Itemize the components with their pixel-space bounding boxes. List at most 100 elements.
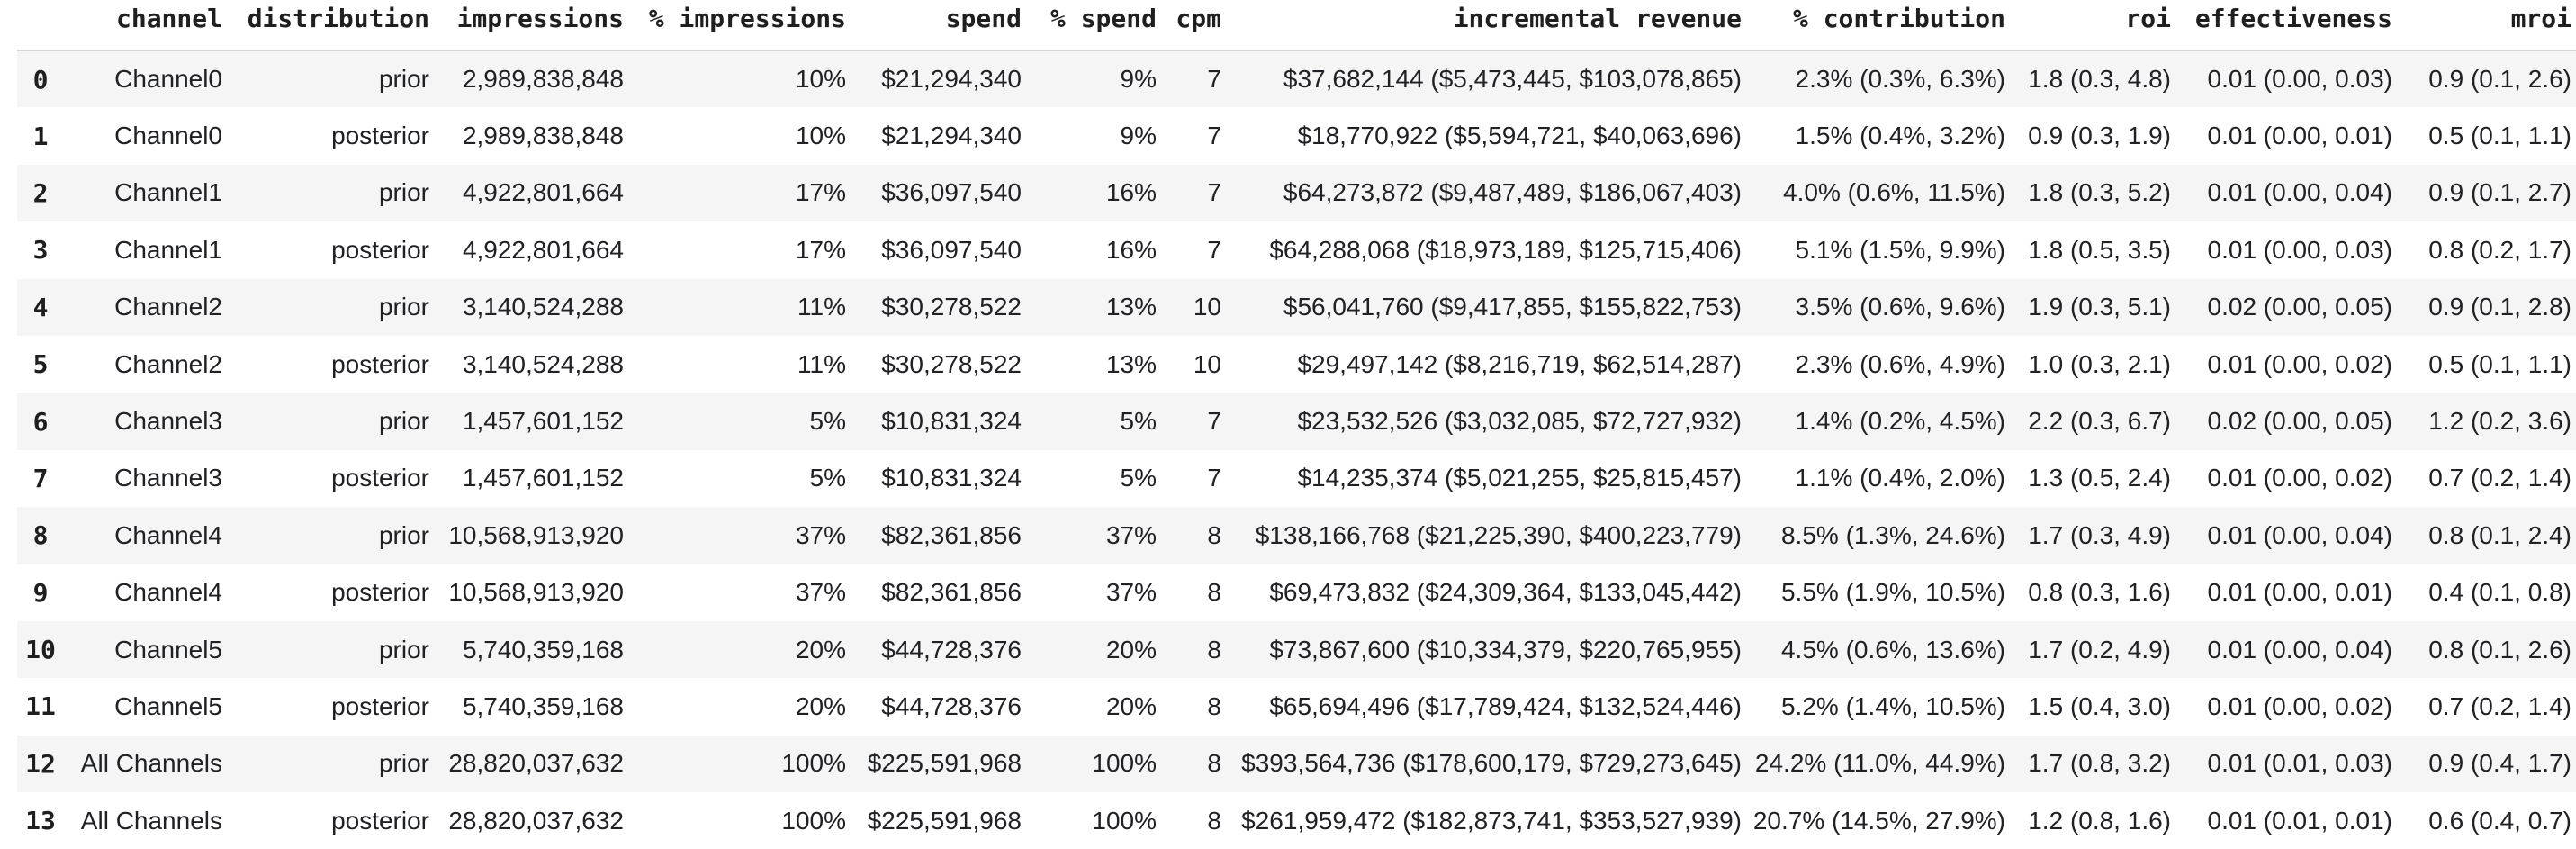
cell-pct-impressions: 17%: [795, 178, 846, 207]
cell-roi: 0.8 (0.3, 1.6): [2028, 578, 2171, 607]
column-header-distribution: distribution: [222, 0, 429, 51]
cell-pct-contribution: 1.5% (0.4%, 3.2%): [1795, 122, 2005, 150]
cell-channel: Channel4: [114, 578, 222, 607]
cell-pct-contribution: 1.1% (0.4%, 2.0%): [1795, 464, 2005, 492]
cell-impressions: 1,457,601,152: [462, 407, 624, 436]
cell-spend: $82,361,856: [881, 520, 1022, 549]
cell-spend: $44,728,376: [881, 635, 1022, 664]
cell-impressions: 1,457,601,152: [462, 464, 624, 492]
cell-channel: Channel0: [114, 122, 222, 150]
cell-effectiveness: 0.01 (0.00, 0.02): [2207, 691, 2392, 720]
column-header-channel: channel: [64, 0, 222, 51]
table-row: 12 All Channels prior 28,820,037,632 100…: [17, 735, 2576, 793]
row-index: 1: [32, 121, 49, 151]
cell-spend: $44,728,376: [881, 691, 1022, 720]
cell-effectiveness: 0.02 (0.00, 0.05): [2207, 407, 2392, 436]
cell-spend: $21,294,340: [881, 65, 1022, 94]
cell-effectiveness: 0.01 (0.00, 0.03): [2207, 235, 2392, 264]
cell-channel: All Channels: [80, 749, 222, 778]
cell-pct-contribution: 2.3% (0.6%, 4.9%): [1795, 349, 2005, 378]
cell-incremental-revenue: $14,235,374 ($5,021,255, $25,815,457): [1297, 464, 1742, 492]
table-row: 2 Channel1 prior 4,922,801,664 17% $36,0…: [17, 164, 2576, 222]
cell-pct-spend: 37%: [1105, 520, 1157, 549]
cell-pct-contribution: 4.5% (0.6%, 13.6%): [1780, 635, 2005, 664]
row-index: 4: [32, 292, 49, 322]
cell-effectiveness: 0.02 (0.00, 0.05): [2207, 293, 2392, 321]
cell-cpm: 8: [1207, 691, 1221, 720]
cell-impressions: 5,740,359,168: [462, 691, 624, 720]
cell-spend: $21,294,340: [881, 122, 1022, 150]
cell-effectiveness: 0.01 (0.00, 0.04): [2207, 520, 2392, 549]
cell-cpm: 7: [1207, 407, 1221, 436]
table-row: 0 Channel0 prior 2,989,838,848 10% $21,2…: [17, 50, 2576, 108]
cell-roi: 1.8 (0.3, 4.8): [2028, 65, 2171, 94]
cell-pct-contribution: 5.2% (1.4%, 10.5%): [1780, 691, 2005, 720]
table-row: 1 Channel0 posterior 2,989,838,848 10% $…: [17, 107, 2576, 164]
cell-pct-impressions: 20%: [795, 691, 846, 720]
table-row: 11 Channel5 posterior 5,740,359,168 20% …: [17, 678, 2576, 735]
cell-cpm: 10: [1193, 293, 1221, 321]
cell-cpm: 8: [1207, 578, 1221, 607]
row-index: 6: [32, 406, 49, 437]
cell-mroi: 0.5 (0.1, 1.1): [2428, 122, 2571, 150]
cell-effectiveness: 0.01 (0.00, 0.01): [2207, 122, 2392, 150]
cell-roi: 1.2 (0.8, 1.6): [2028, 806, 2171, 835]
row-index: 3: [32, 235, 49, 266]
cell-roi: 1.7 (0.3, 4.9): [2028, 520, 2171, 549]
cell-roi: 1.8 (0.3, 5.2): [2028, 178, 2171, 207]
cell-pct-impressions: 5%: [809, 464, 846, 492]
cell-pct-contribution: 8.5% (1.3%, 24.6%): [1780, 520, 2005, 549]
cell-pct-spend: 5%: [1120, 464, 1157, 492]
cell-distribution: posterior: [331, 235, 429, 264]
cell-impressions: 10,568,913,920: [448, 520, 624, 549]
cell-roi: 1.7 (0.8, 3.2): [2028, 749, 2171, 778]
cell-incremental-revenue: $138,166,768 ($21,225,390, $400,223,779): [1255, 520, 1742, 549]
cell-spend: $82,361,856: [881, 578, 1022, 607]
cell-pct-impressions: 5%: [809, 407, 846, 436]
cell-pct-contribution: 3.5% (0.6%, 9.6%): [1795, 293, 2005, 321]
cell-channel: Channel2: [114, 349, 222, 378]
row-index: 12: [25, 748, 56, 779]
cell-incremental-revenue: $69,473,832 ($24,309,364, $133,045,442): [1269, 578, 1742, 607]
cell-channel: All Channels: [80, 806, 222, 835]
cell-effectiveness: 0.01 (0.00, 0.04): [2207, 635, 2392, 664]
cell-mroi: 0.8 (0.1, 2.4): [2428, 520, 2571, 549]
table-row: 3 Channel1 posterior 4,922,801,664 17% $…: [17, 221, 2576, 278]
cell-distribution: posterior: [331, 806, 429, 835]
cell-incremental-revenue: $65,694,496 ($17,789,424, $132,524,446): [1269, 691, 1742, 720]
cell-roi: 0.9 (0.3, 1.9): [2028, 122, 2171, 150]
cell-distribution: posterior: [331, 464, 429, 492]
cell-distribution: prior: [378, 178, 429, 207]
cell-spend: $10,831,324: [881, 464, 1022, 492]
cell-distribution: posterior: [331, 578, 429, 607]
cell-mroi: 0.8 (0.1, 2.6): [2428, 635, 2571, 664]
cell-cpm: 8: [1207, 520, 1221, 549]
cell-channel: Channel5: [114, 691, 222, 720]
cell-impressions: 3,140,524,288: [462, 349, 624, 378]
column-header-pct-contribution: % contribution: [1742, 0, 2005, 51]
cell-distribution: prior: [378, 520, 429, 549]
cell-cpm: 8: [1207, 806, 1221, 835]
cell-spend: $30,278,522: [881, 293, 1022, 321]
cell-pct-spend: 9%: [1120, 65, 1157, 94]
cell-incremental-revenue: $29,497,142 ($8,216,719, $62,514,287): [1297, 349, 1742, 378]
cell-impressions: 28,820,037,632: [448, 749, 624, 778]
cell-mroi: 0.4 (0.1, 0.8): [2428, 578, 2571, 607]
row-index: 2: [32, 177, 49, 208]
cell-roi: 1.0 (0.3, 2.1): [2028, 349, 2171, 378]
row-index: 9: [32, 577, 49, 608]
cell-distribution: prior: [378, 293, 429, 321]
cell-channel: Channel5: [114, 635, 222, 664]
cell-pct-spend: 16%: [1105, 178, 1157, 207]
cell-mroi: 0.7 (0.2, 1.4): [2428, 464, 2571, 492]
cell-pct-spend: 37%: [1105, 578, 1157, 607]
cell-cpm: 8: [1207, 749, 1221, 778]
cell-channel: Channel1: [114, 235, 222, 264]
cell-pct-spend: 100%: [1092, 806, 1157, 835]
cell-effectiveness: 0.01 (0.00, 0.02): [2207, 464, 2392, 492]
cell-impressions: 28,820,037,632: [448, 806, 624, 835]
cell-pct-impressions: 17%: [795, 235, 846, 264]
cell-spend: $36,097,540: [881, 235, 1022, 264]
cell-impressions: 10,568,913,920: [448, 578, 624, 607]
column-header-incremental-revenue: incremental revenue: [1221, 0, 1742, 51]
